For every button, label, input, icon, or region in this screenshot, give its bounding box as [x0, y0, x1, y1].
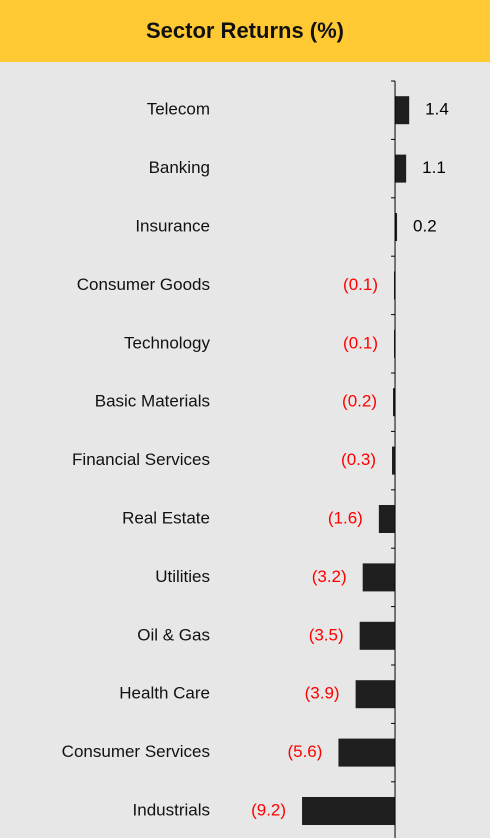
value-label: (0.3) [341, 450, 376, 469]
bar [378, 505, 396, 533]
category-label: Insurance [135, 216, 210, 235]
category-label: Real Estate [122, 508, 210, 527]
category-label: Oil & Gas [137, 625, 210, 644]
value-label: 1.4 [425, 100, 449, 119]
bar [392, 446, 396, 475]
value-label: (3.2) [312, 567, 347, 586]
bar [338, 738, 396, 767]
category-label: Industrials [133, 800, 210, 819]
category-label: Financial Services [72, 450, 210, 469]
category-label: Telecom [147, 100, 210, 119]
bar [355, 680, 396, 709]
category-label: Technology [124, 333, 211, 352]
bar [395, 96, 410, 125]
bar [393, 388, 396, 417]
category-label: Consumer Services [62, 742, 210, 761]
value-label: (0.2) [342, 392, 377, 411]
value-label: (0.1) [343, 333, 378, 352]
value-label: (0.1) [343, 275, 378, 294]
value-label: (3.5) [309, 625, 344, 644]
value-label: (5.6) [287, 742, 322, 761]
bar [362, 563, 396, 592]
value-label: 1.1 [422, 158, 446, 177]
value-label: 0.2 [413, 216, 437, 235]
category-label: Basic Materials [95, 392, 210, 411]
value-label: (9.2) [251, 800, 286, 819]
bar [395, 213, 398, 241]
category-label: Consumer Goods [77, 275, 210, 294]
chart-title: Sector Returns (%) [146, 18, 344, 43]
category-label: Banking [149, 158, 210, 177]
category-label: Utilities [155, 567, 210, 586]
value-label: (1.6) [328, 508, 363, 527]
bar [394, 271, 396, 300]
bar [394, 329, 396, 358]
bar [302, 797, 396, 825]
bar [395, 154, 407, 183]
value-label: (3.9) [305, 684, 340, 703]
bar [359, 621, 396, 650]
category-label: Health Care [119, 684, 210, 703]
title-bar [0, 0, 490, 62]
